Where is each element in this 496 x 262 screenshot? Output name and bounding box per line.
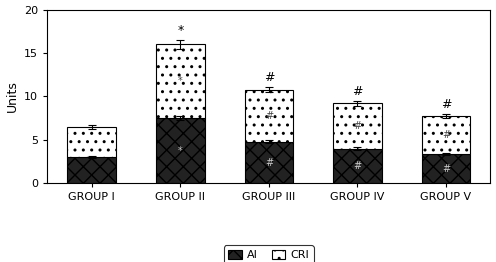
Bar (156, 44, 205, 118)
Bar (156, 118, 205, 183)
Bar (67, 157, 116, 183)
Text: *: * (177, 24, 184, 37)
Bar (245, 90, 293, 142)
Text: #: # (353, 161, 362, 171)
Bar (422, 116, 470, 154)
Bar (333, 103, 382, 149)
Text: #: # (442, 130, 450, 140)
Text: *: * (178, 146, 183, 156)
Text: #: # (263, 71, 274, 84)
Bar (333, 149, 382, 183)
Text: #: # (265, 111, 273, 121)
Text: *: * (178, 76, 183, 86)
Bar (245, 142, 293, 183)
Bar (422, 154, 470, 183)
Text: #: # (352, 85, 363, 99)
Y-axis label: Units: Units (5, 80, 18, 112)
Legend: AI, CRI: AI, CRI (224, 245, 313, 262)
Text: #: # (442, 164, 450, 174)
Text: #: # (441, 98, 451, 111)
Bar (67, 127, 116, 157)
Text: #: # (265, 157, 273, 167)
Text: #: # (353, 121, 362, 131)
